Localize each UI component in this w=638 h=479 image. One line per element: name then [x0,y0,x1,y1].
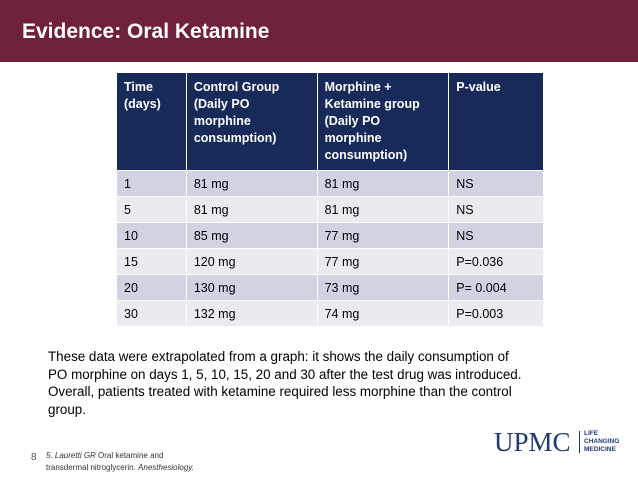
ketamine-data-table: Time (days) Control Group (Daily PO morp… [116,72,544,327]
cell-control: 85 mg [185,222,318,249]
cell-morphine-ketamine: 77 mg [316,222,450,249]
table-row: 10 85 mg 77 mg NS [116,222,544,249]
cell-control: 81 mg [185,170,318,197]
cell-time: 5 [116,196,187,223]
table-row: 15 120 mg 77 mg P=0.036 [116,248,544,275]
table-row: 5 81 mg 81 mg NS [116,196,544,223]
table-header-row: Time (days) Control Group (Daily PO morp… [116,72,544,171]
cell-morphine-ketamine: 81 mg [316,170,450,197]
logo-divider [579,431,580,453]
cell-time: 15 [116,248,187,275]
cell-morphine-ketamine: 74 mg [316,300,450,327]
logo-wordmark: UPMC [494,427,571,457]
cell-p-value: P=0.036 [448,248,544,275]
page-number: 8 [31,452,37,463]
slide-title: Evidence: Oral Ketamine [22,20,270,43]
cell-time: 20 [116,274,187,301]
cell-morphine-ketamine: 81 mg [316,196,450,223]
header-morphine-ketamine-group: Morphine + Ketamine group (Daily PO morp… [316,72,450,171]
cell-time: 30 [116,300,187,327]
table-row: 1 81 mg 81 mg NS [116,170,544,197]
cell-p-value: NS [448,222,544,249]
table-caption: These data were extrapolated from a grap… [48,349,522,417]
cell-morphine-ketamine: 77 mg [316,248,450,275]
cell-p-value: NS [448,196,544,223]
table-row: 20 130 mg 73 mg P= 0.004 [116,274,544,301]
header-time: Time (days) [116,72,187,171]
cell-time: 1 [116,170,187,197]
cell-control: 81 mg [185,196,318,223]
title-bar: Evidence: Oral Ketamine [0,0,638,62]
cell-p-value: NS [448,170,544,197]
reference-citation: 5. Lauretti GR Oral ketamine and transde… [46,451,194,472]
cell-control: 132 mg [185,300,318,327]
cell-morphine-ketamine: 73 mg [316,274,450,301]
table-row: 30 132 mg 74 mg P=0.003 [116,300,544,327]
cell-control: 130 mg [185,274,318,301]
cell-p-value: P= 0.004 [448,274,544,301]
logo-tagline: LIFE CHANGING MEDICINE [584,430,620,453]
header-p-value: P-value [448,72,544,171]
cell-time: 10 [116,222,187,249]
header-control-group: Control Group (Daily PO morphine consump… [185,72,318,171]
cell-control: 120 mg [185,248,318,275]
cell-p-value: P=0.003 [448,300,544,327]
